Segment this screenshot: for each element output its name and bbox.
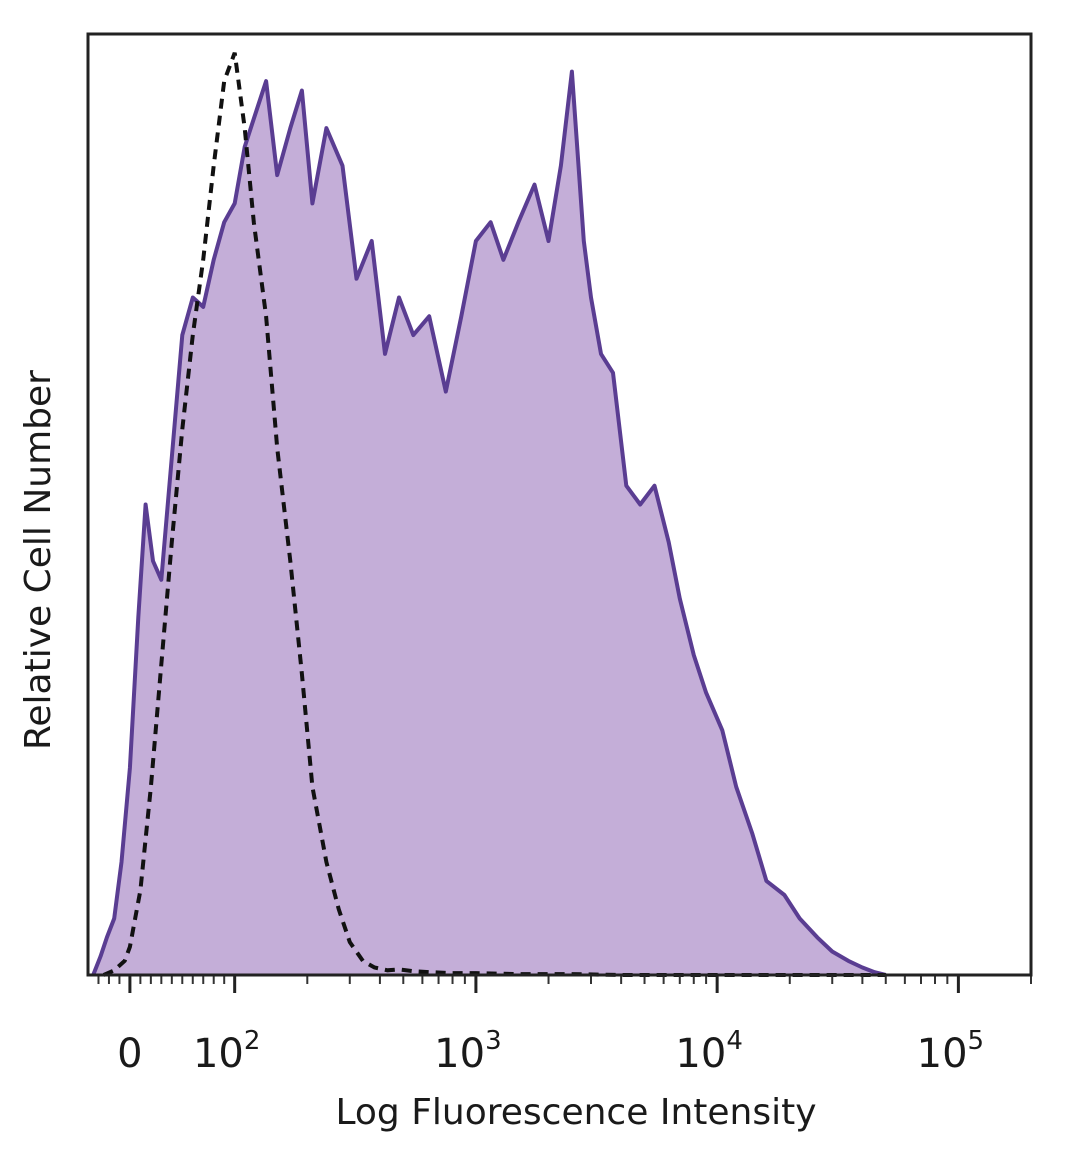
- x-tick-layer: 0 102 103 104 105: [117, 975, 984, 1077]
- plot-frame: [86, 32, 1033, 977]
- y-axis-label: Relative Cell Number: [18, 370, 59, 750]
- x-tick-label: 103: [434, 1026, 501, 1077]
- x-tick-label: 105: [917, 1026, 984, 1077]
- x-tick-label: 104: [675, 1026, 742, 1077]
- stained-histogram-fill: [93, 71, 886, 976]
- x-tick-label: 102: [193, 1026, 260, 1077]
- x-axis-label: Log Fluorescence Intensity: [335, 1092, 816, 1133]
- stained-histogram-line: [91, 69, 887, 977]
- x-tick-label: 0: [117, 1031, 142, 1077]
